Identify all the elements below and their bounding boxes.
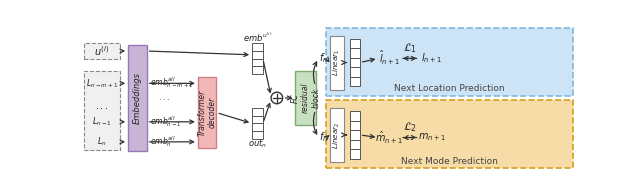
FancyBboxPatch shape: [84, 43, 120, 59]
Text: Embeddings: Embeddings: [133, 72, 142, 124]
Text: $emb^{all}_{n-1}$: $emb^{all}_{n-1}$: [150, 114, 182, 128]
FancyBboxPatch shape: [128, 45, 147, 151]
Bar: [349, 67, 360, 77]
Text: $\mathcal{L}_2$: $\mathcal{L}_2$: [403, 121, 417, 134]
Bar: [349, 111, 360, 121]
Text: $...$: $...$: [95, 101, 109, 111]
Text: $L_{n-m+1}$: $L_{n-m+1}$: [86, 77, 118, 90]
Text: $l_{n+1}$: $l_{n+1}$: [421, 51, 442, 65]
FancyBboxPatch shape: [326, 100, 573, 168]
Text: $f_n$: $f_n$: [319, 131, 328, 145]
FancyBboxPatch shape: [84, 71, 120, 150]
Bar: [349, 121, 360, 130]
Bar: [349, 39, 360, 48]
Text: $\mathcal{L}_1$: $\mathcal{L}_1$: [403, 42, 417, 55]
Text: FC
residual
block: FC residual block: [291, 83, 321, 113]
Bar: [252, 43, 263, 51]
Bar: [349, 130, 360, 140]
Text: $m_{n+1}$: $m_{n+1}$: [418, 132, 445, 143]
Text: Next Mode Prediction: Next Mode Prediction: [401, 157, 498, 166]
Bar: [349, 77, 360, 86]
Bar: [252, 59, 263, 66]
Bar: [349, 48, 360, 58]
FancyBboxPatch shape: [198, 77, 216, 148]
Bar: [252, 131, 263, 139]
Bar: [252, 123, 263, 131]
Bar: [349, 140, 360, 149]
Bar: [252, 66, 263, 74]
FancyBboxPatch shape: [296, 71, 316, 125]
Text: $L_{n-1}$: $L_{n-1}$: [92, 116, 111, 128]
Text: $out_n$: $out_n$: [248, 138, 267, 150]
Text: $L_n$: $L_n$: [97, 136, 106, 148]
Text: $emb^{all}_{n}$: $emb^{all}_{n}$: [150, 134, 175, 149]
Bar: [252, 108, 263, 116]
Bar: [349, 149, 360, 159]
Text: Linear$_2$: Linear$_2$: [332, 121, 342, 149]
Bar: [349, 58, 360, 67]
FancyBboxPatch shape: [330, 108, 344, 162]
Text: Linear$_1$: Linear$_1$: [332, 49, 342, 76]
Text: $u^{(i)}$: $u^{(i)}$: [94, 44, 109, 58]
Text: $\hat{l}_{n+1}$: $\hat{l}_{n+1}$: [379, 49, 400, 67]
Bar: [252, 116, 263, 123]
Text: Next Location Prediction: Next Location Prediction: [394, 84, 505, 93]
Text: $\hat{m}_{n+1}$: $\hat{m}_{n+1}$: [375, 130, 403, 146]
FancyBboxPatch shape: [326, 28, 573, 96]
Text: $...$: $...$: [157, 93, 170, 102]
Text: $emb^{all}_{n-m+1}$: $emb^{all}_{n-m+1}$: [150, 75, 193, 90]
Bar: [252, 51, 263, 59]
Text: Transformer
decoder: Transformer decoder: [197, 89, 217, 136]
Text: $f_n$: $f_n$: [319, 51, 328, 65]
FancyBboxPatch shape: [330, 36, 344, 89]
Text: $emb^{u^{(i)}}$: $emb^{u^{(i)}}$: [243, 30, 272, 44]
